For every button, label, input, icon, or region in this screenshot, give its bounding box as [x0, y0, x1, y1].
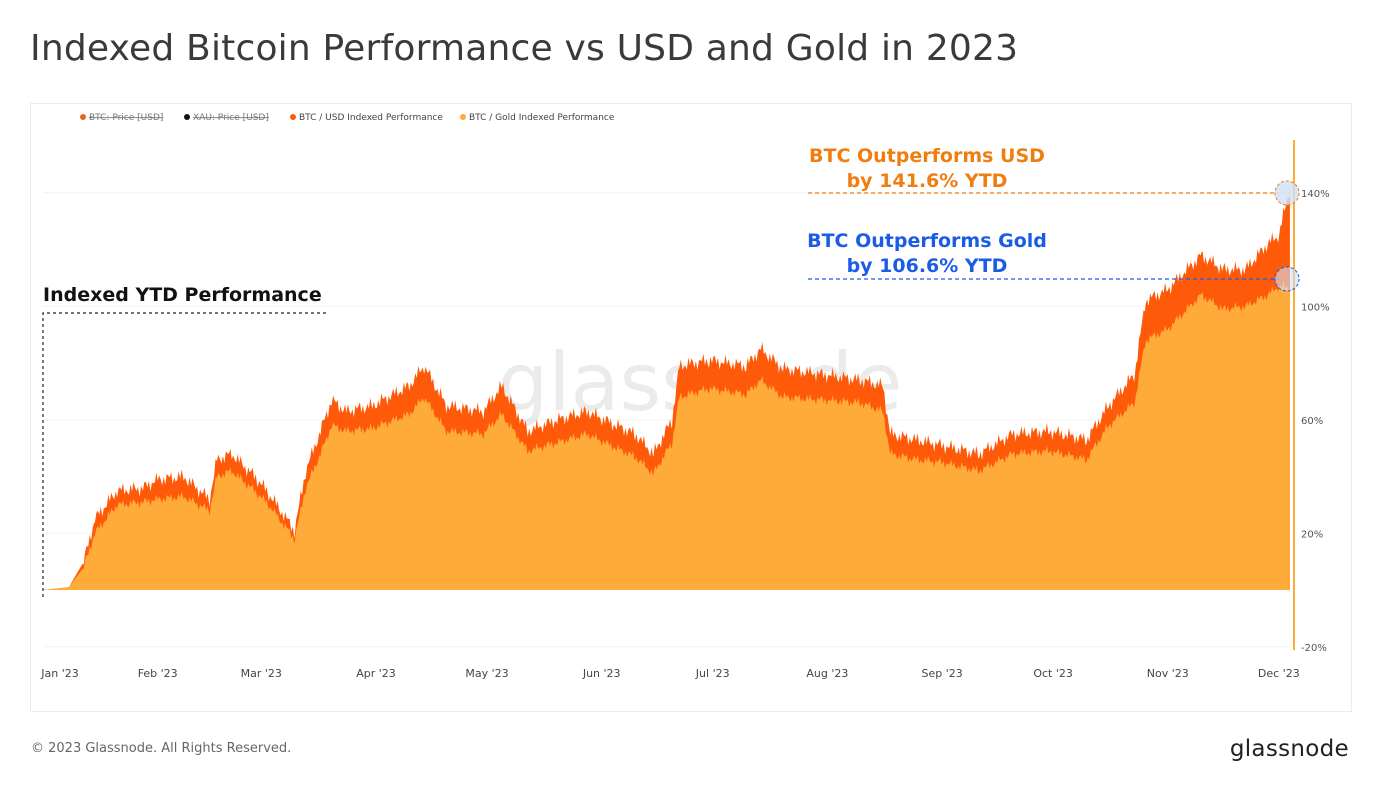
x-tick-label: May '23: [465, 667, 508, 680]
gold-annotation-line2: by 106.6% YTD: [847, 255, 1008, 277]
x-tick-label: Jan '23: [40, 667, 78, 680]
x-tick-label: Jun '23: [582, 667, 621, 680]
btc-gold-performance-area: [43, 281, 1290, 590]
legend-marker: [460, 114, 466, 120]
ytd-box-bracket: [42, 312, 328, 597]
y-tick-label: 100%: [1301, 302, 1330, 313]
x-tick-label: Sep '23: [921, 667, 962, 680]
ytd-box-label: Indexed YTD Performance: [43, 284, 322, 306]
usd-annotation-line2: by 141.6% YTD: [847, 170, 1008, 192]
legend-marker: [184, 114, 190, 120]
x-tick-label: Oct '23: [1033, 667, 1073, 680]
gold-annotation-circle: [1274, 266, 1300, 292]
x-tick-label: Dec '23: [1258, 667, 1300, 680]
y-tick-label: 20%: [1301, 529, 1323, 540]
chart-panel: [30, 103, 1352, 712]
x-tick-label: Nov '23: [1147, 667, 1189, 680]
y-tick-label: 60%: [1301, 416, 1323, 427]
y-tick-label: -20%: [1301, 643, 1327, 654]
legend-item[interactable]: BTC / USD Indexed Performance: [299, 113, 443, 123]
x-tick-label: Apr '23: [356, 667, 396, 680]
x-tick-label: Mar '23: [241, 667, 282, 680]
y-tick-label: 140%: [1301, 189, 1330, 200]
legend-marker: [80, 114, 86, 120]
legend-item[interactable]: BTC / Gold Indexed Performance: [469, 113, 615, 123]
legend-item[interactable]: XAU: Price [USD]: [193, 113, 269, 123]
x-tick-label: Aug '23: [806, 667, 848, 680]
gold-annotation-line1: BTC Outperforms Gold: [807, 230, 1047, 252]
x-tick-label: Feb '23: [138, 667, 178, 680]
copyright-footer: © 2023 Glassnode. All Rights Reserved.: [31, 741, 292, 756]
legend-item[interactable]: BTC: Price [USD]: [89, 113, 163, 123]
glassnode-logo: glassnode: [1229, 736, 1349, 762]
page-title: Indexed Bitcoin Performance vs USD and G…: [30, 28, 1019, 69]
x-tick-label: Jul '23: [695, 667, 730, 680]
usd-annotation-circle: [1274, 180, 1300, 206]
legend-marker: [290, 114, 296, 120]
usd-annotation-line1: BTC Outperforms USD: [809, 145, 1045, 167]
